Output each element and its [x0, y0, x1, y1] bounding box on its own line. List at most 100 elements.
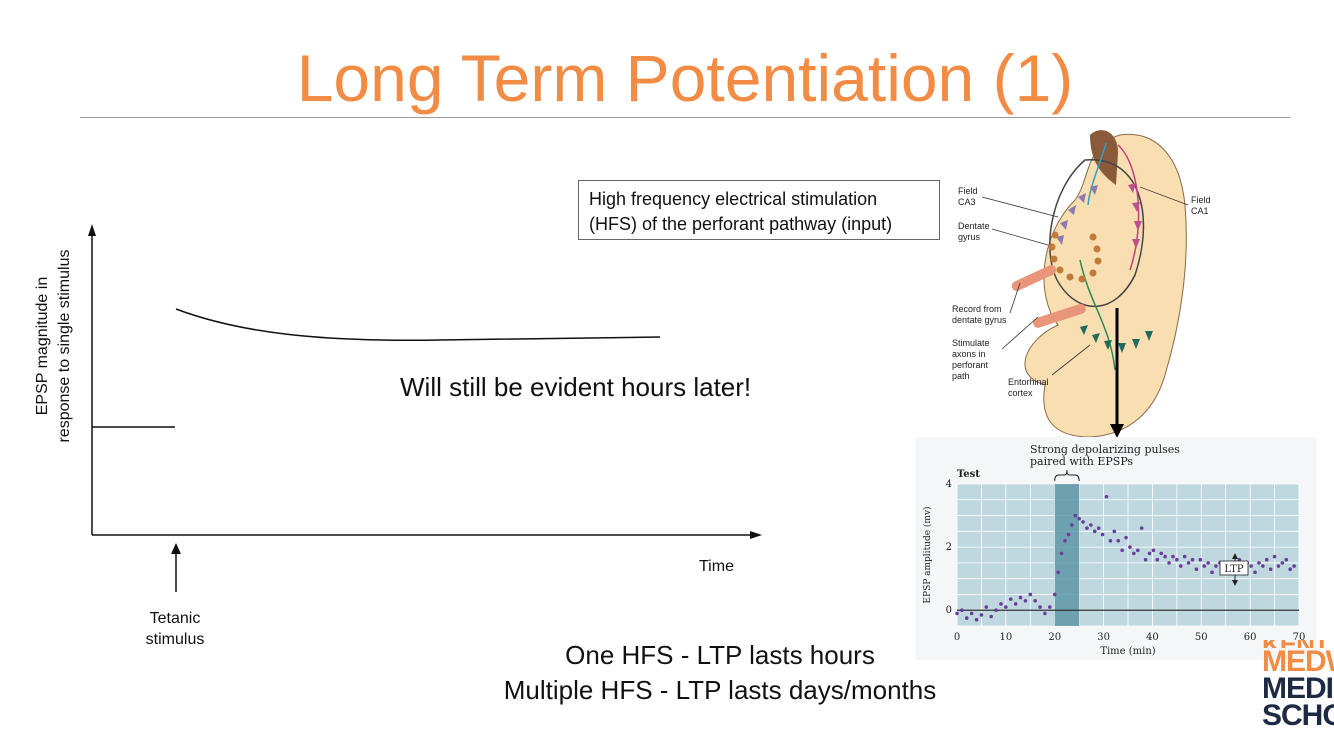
label-field-ca1-b: CA1	[1191, 206, 1209, 216]
data-point	[1116, 539, 1121, 543]
ltp-label: LTP	[1224, 564, 1243, 575]
y-axis-label-line1: EPSP magnitude in	[34, 276, 51, 416]
granule-cell	[1056, 266, 1064, 274]
data-point	[1280, 561, 1285, 565]
data-point	[1120, 548, 1124, 553]
ltp-arrow-down	[1232, 580, 1238, 586]
data-point	[1112, 529, 1117, 534]
data-point	[1033, 598, 1037, 603]
leader-line	[1009, 282, 1021, 314]
data-point	[960, 608, 964, 613]
data-point	[1013, 602, 1018, 606]
data-point	[1151, 548, 1156, 553]
ca1-neuron	[1134, 221, 1142, 231]
granule-cell	[1089, 233, 1097, 241]
ltp-arrow-up	[1232, 553, 1238, 559]
data-point	[1178, 564, 1183, 568]
summary-text: One HFS - LTP lasts hours Multiple HFS -…	[460, 638, 980, 708]
slide-title: Long Term Potentiation (1)	[296, 41, 1074, 115]
x-tick-label: 0	[954, 632, 960, 643]
leader-line	[1051, 344, 1091, 376]
data-point	[979, 613, 984, 617]
entorhinal-neuron	[1104, 340, 1112, 350]
data-point	[1132, 551, 1136, 556]
data-point	[1059, 551, 1064, 556]
data-point	[974, 617, 979, 622]
scatter-y-label: EPSP amplitude (mv)	[922, 506, 933, 603]
data-point	[1276, 564, 1281, 568]
dentate-granule-cells	[1048, 231, 1102, 283]
data-point	[1038, 605, 1042, 609]
data-point	[1249, 564, 1253, 568]
data-point	[1089, 523, 1093, 527]
potentiated-response-curve	[175, 308, 661, 341]
scatter-x-label: Time (min)	[1100, 646, 1155, 657]
data-point	[1100, 532, 1105, 537]
ca1-axon-path	[1117, 144, 1140, 271]
callout-line2: (HFS) of the perforant pathway (input)	[589, 214, 893, 234]
data-point	[1096, 526, 1101, 530]
data-point	[1182, 554, 1187, 559]
data-point	[1202, 564, 1207, 568]
granule-cell	[1094, 257, 1102, 265]
data-point	[1210, 570, 1214, 575]
down-arrow-head	[1110, 424, 1124, 438]
label-stim-c: perforant	[952, 360, 989, 370]
granule-cell	[1066, 273, 1074, 281]
perforant-path	[1079, 259, 1116, 371]
data-point	[1288, 567, 1293, 571]
data-point	[1147, 551, 1152, 556]
stimulation-window	[1054, 484, 1080, 626]
ca1-neurons	[1128, 183, 1142, 249]
x-tick-label: 20	[1048, 632, 1061, 643]
label-field-ca3-b: CA3	[958, 197, 976, 207]
data-point	[1159, 551, 1164, 556]
data-point	[1073, 513, 1078, 518]
label-dentate-b: gyrus	[958, 232, 981, 242]
x-tick-label: 30	[1097, 632, 1110, 643]
data-point	[1056, 570, 1060, 575]
leader-line	[991, 228, 1049, 246]
data-point	[1190, 557, 1195, 562]
temporal-lobe-shape	[1024, 133, 1187, 438]
data-point	[1004, 605, 1008, 609]
ca3-neuron	[1060, 220, 1068, 230]
logo-line4: SCHO	[1262, 699, 1334, 732]
data-point	[1257, 561, 1261, 565]
data-point	[1048, 605, 1052, 609]
tetanic-arrow-head	[171, 543, 181, 554]
ltp-indicator: LTP	[1219, 553, 1249, 586]
data-point	[1264, 557, 1269, 562]
label-entorhinal-a: Entorhinal	[1008, 377, 1049, 387]
y-axis-label: EPSP magnitude in response to single sti…	[32, 216, 76, 476]
recording-electrode	[1011, 264, 1057, 292]
data-point	[1171, 554, 1175, 559]
data-point	[1292, 564, 1296, 568]
label-field-ca1-a: Field	[1191, 195, 1211, 205]
schaffer-collateral-path	[1087, 142, 1107, 206]
data-point	[969, 611, 974, 616]
data-point	[1092, 529, 1097, 534]
logo-line2: MEDW	[1262, 645, 1334, 678]
entorhinal-neuron	[1092, 333, 1100, 343]
data-point	[1128, 545, 1132, 549]
data-point	[1194, 567, 1199, 571]
entorhinal-neuron	[1132, 339, 1140, 349]
granule-cell	[1051, 231, 1059, 239]
y-axis-arrowhead	[88, 224, 96, 236]
tetanic-line2: stimulus	[145, 631, 205, 648]
data-point	[1081, 520, 1085, 524]
callout-line1: High frequency electrical stimulation	[589, 189, 878, 209]
y-tick-label: 4	[946, 479, 952, 490]
data-point	[1008, 597, 1013, 601]
summary-line1: One HFS - LTP lasts hours	[565, 640, 875, 670]
entorhinal-neurons	[1080, 325, 1153, 353]
leader-line	[981, 196, 1059, 218]
data-point	[1135, 548, 1140, 553]
data-point	[1066, 532, 1071, 537]
ltp-label-box	[1219, 560, 1249, 576]
data-point	[994, 608, 998, 613]
data-point	[1052, 592, 1057, 597]
stimulating-electrode	[1033, 303, 1086, 328]
logo-line1: KENT	[1262, 640, 1334, 648]
